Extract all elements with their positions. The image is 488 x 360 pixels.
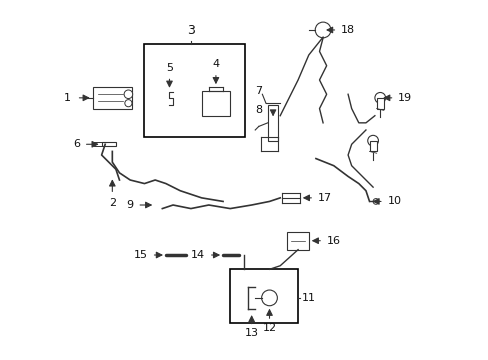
Text: 1: 1 (64, 93, 71, 103)
Text: 5: 5 (165, 63, 173, 73)
Text: 7: 7 (255, 86, 262, 96)
Text: 2: 2 (108, 198, 116, 208)
Bar (93, 87, 132, 109)
Bar (267, 105, 278, 141)
Bar (376, 98, 383, 109)
Text: 17: 17 (317, 193, 331, 203)
Text: 9: 9 (126, 200, 134, 210)
Text: 11: 11 (301, 293, 315, 303)
Text: 14: 14 (191, 250, 205, 260)
Circle shape (315, 22, 330, 38)
Circle shape (261, 290, 277, 306)
Text: 15: 15 (134, 250, 148, 260)
Bar (201, 91, 230, 116)
Bar (144, 44, 244, 137)
Text: 16: 16 (326, 236, 340, 246)
Text: 8: 8 (255, 105, 262, 115)
Text: 19: 19 (397, 93, 411, 103)
Text: 12: 12 (262, 323, 276, 333)
Circle shape (374, 93, 385, 103)
Text: 18: 18 (340, 25, 354, 35)
Text: 13: 13 (244, 328, 258, 338)
Circle shape (124, 100, 132, 107)
Bar (287, 232, 308, 249)
Text: 4: 4 (212, 59, 219, 69)
Bar (230, 269, 298, 323)
Circle shape (124, 90, 132, 99)
Text: 3: 3 (186, 24, 194, 37)
Bar (369, 141, 376, 152)
Circle shape (372, 199, 378, 204)
Text: 6: 6 (73, 139, 80, 149)
Bar (102, 142, 116, 146)
Text: 10: 10 (386, 197, 401, 206)
Circle shape (367, 135, 378, 146)
